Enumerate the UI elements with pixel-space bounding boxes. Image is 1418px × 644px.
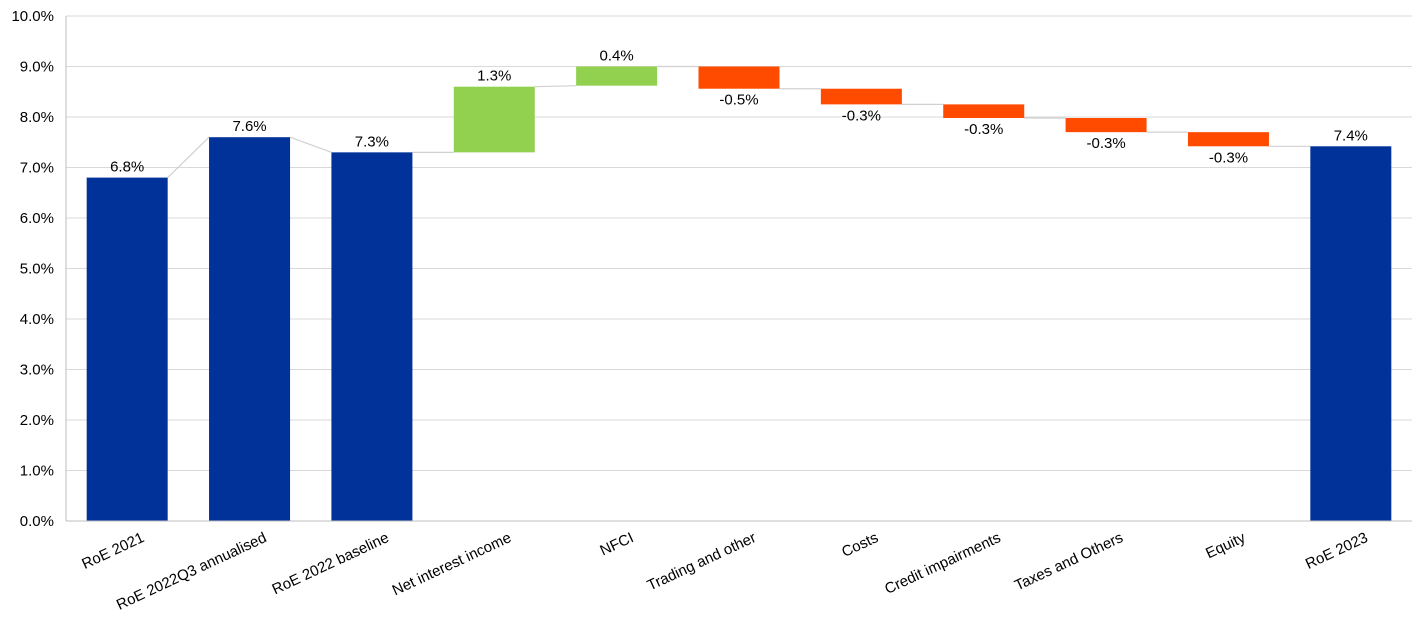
connectors — [167, 65, 1311, 179]
x-category-label: RoE 2023 — [1303, 529, 1371, 573]
data-labels: 6.8% 7.6% 7.3% 1.3% 0.4% -0.5% -0.3% -0.3% -0.3%… — [110, 48, 1368, 176]
data-label: 7.6% — [232, 118, 266, 135]
y-tick-label: 7.0% — [20, 160, 54, 177]
x-category-label: Credit impairments — [882, 529, 1003, 598]
x-category-label: RoE 2021 — [79, 529, 147, 573]
bar-decrease — [820, 88, 902, 105]
data-label: 6.8% — [110, 159, 144, 176]
data-label: 1.3% — [477, 68, 511, 85]
data-label: -0.3% — [1086, 135, 1125, 152]
bar-increase — [453, 86, 535, 153]
bars — [86, 66, 1392, 522]
x-category-label: Trading and other — [645, 529, 759, 594]
bar-decrease — [698, 66, 780, 89]
data-label: -0.3% — [964, 121, 1003, 138]
y-tick-label: 3.0% — [20, 362, 54, 379]
data-label: -0.5% — [719, 92, 758, 109]
x-category-label: RoE 2022 baseline — [270, 529, 392, 598]
data-label: 7.3% — [355, 133, 389, 150]
x-category-label: Costs — [839, 529, 881, 561]
bar-decrease — [1187, 132, 1269, 147]
bar-total — [209, 137, 291, 521]
data-label: 7.4% — [1334, 127, 1368, 144]
data-label: -0.3% — [842, 107, 881, 124]
bar-decrease — [1065, 118, 1147, 133]
data-label: 0.4% — [600, 48, 634, 65]
x-category-label: NFCI — [597, 529, 636, 559]
x-category-label: Equity — [1203, 529, 1248, 562]
y-tick-label: 9.0% — [20, 59, 54, 76]
y-tick-label: 10.0% — [11, 8, 54, 25]
connector-line — [534, 85, 577, 88]
bar-total — [86, 177, 168, 521]
y-tick-label: 8.0% — [20, 109, 54, 126]
y-tick-label: 0.0% — [20, 513, 54, 530]
y-axis: 0.0% 1.0% 2.0% 3.0% 4.0% 5.0% 6.0% 7.0% 8.0% 9.0%… — [11, 8, 67, 530]
x-category-label: Net interest income — [390, 529, 514, 599]
data-label: -0.3% — [1209, 149, 1248, 166]
y-tick-label: 4.0% — [20, 311, 54, 328]
bar-total — [1310, 146, 1392, 522]
y-tick-label: 6.0% — [20, 210, 54, 227]
connector-line — [167, 136, 210, 179]
y-tick-label: 1.0% — [20, 463, 54, 480]
y-tick-label: 2.0% — [20, 412, 54, 429]
x-category-label: Taxes and Others — [1012, 529, 1126, 594]
y-tick-label: 5.0% — [20, 261, 54, 278]
connector-line — [289, 136, 332, 153]
bar-increase — [576, 66, 658, 86]
bar-decrease — [943, 104, 1025, 119]
bar-total — [331, 152, 413, 521]
